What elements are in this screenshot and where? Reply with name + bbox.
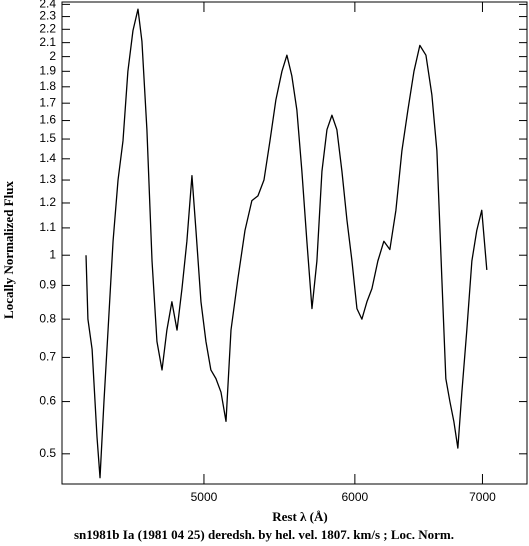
y-tick-label: 0.7: [39, 350, 56, 364]
y-tick-label: 0.6: [39, 394, 56, 408]
y-tick-label: 1.8: [39, 79, 56, 93]
spectrum-line: [85, 8, 488, 479]
y-tick-label: 1.6: [39, 113, 56, 127]
y-tick-label: 1.1: [39, 220, 56, 234]
y-tick-label: 1.5: [39, 131, 56, 145]
x-tick-label: 5000: [191, 490, 218, 504]
x-tick-label: 6000: [342, 490, 369, 504]
y-tick-label: 2.3: [39, 9, 56, 23]
y-tick-label: 0.8: [39, 311, 56, 325]
y-tick-label: 2.4: [39, 0, 56, 11]
y-tick-label: 2.2: [39, 21, 56, 35]
y-tick-label: 1.7: [39, 95, 56, 109]
y-tick-label: 1.9: [39, 63, 56, 77]
y-tick-label: 2.1: [39, 35, 56, 49]
y-tick-label: 1.4: [39, 151, 56, 165]
y-tick-label: 0.9: [39, 278, 56, 292]
y-tick-label: 1.3: [39, 172, 56, 186]
x-axis-label: Rest λ (Å): [272, 509, 327, 524]
caption: sn1981b Ia (1981 04 25) deredsh. by hel.…: [74, 527, 454, 542]
y-axis-label: Locally Normalized Flux: [1, 181, 16, 319]
x-tick-label: 7000: [469, 490, 496, 504]
y-tick-label: 0.5: [39, 446, 56, 460]
plot-frame: [61, 1, 528, 485]
y-tick-label: 1.2: [39, 195, 56, 209]
y-tick-label: 2: [49, 49, 56, 63]
y-tick-label: 1: [49, 247, 56, 261]
